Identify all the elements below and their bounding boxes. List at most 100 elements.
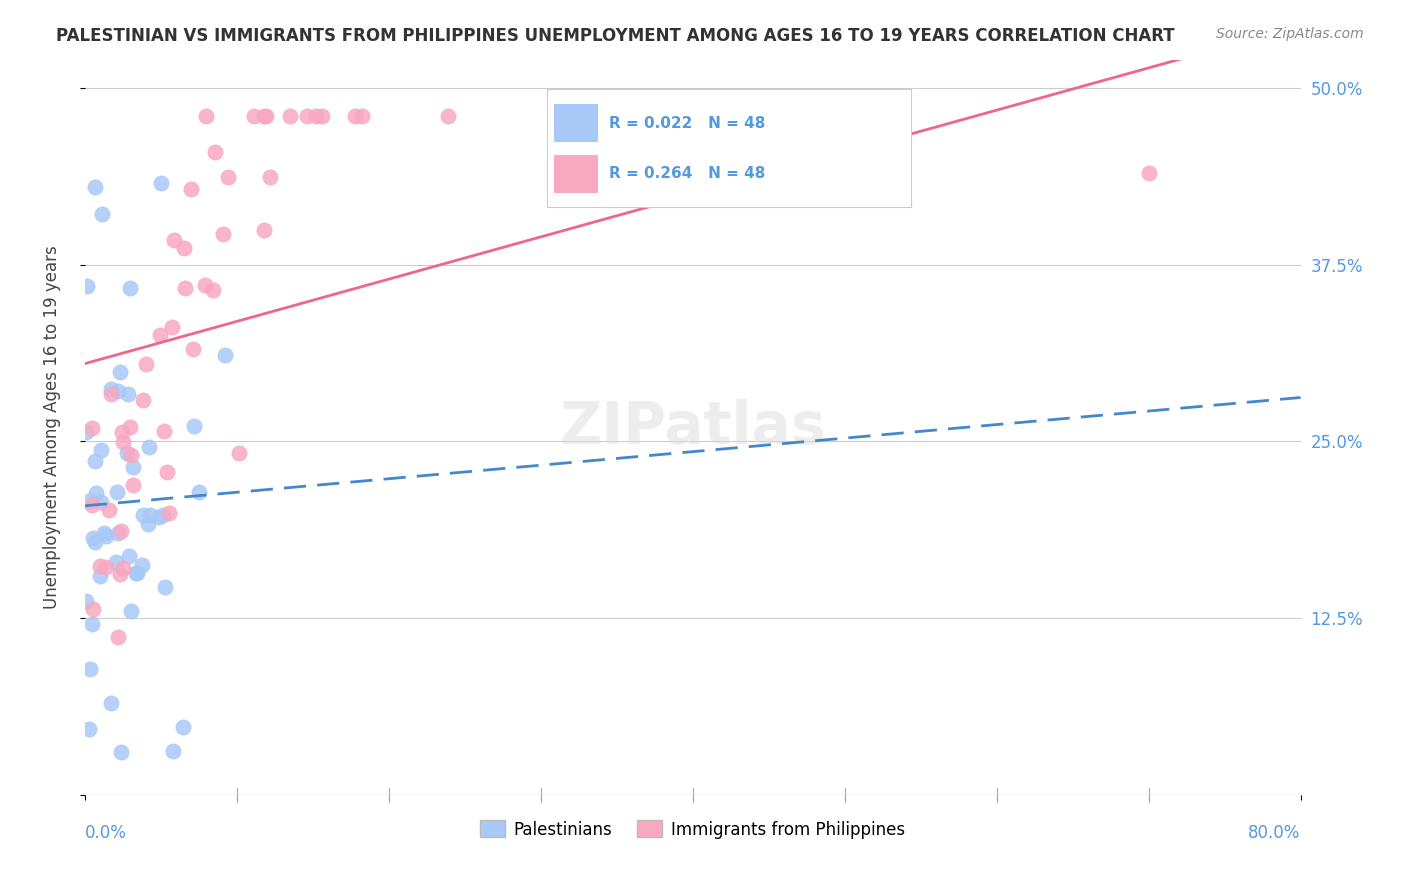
Point: [89, 568, 111, 582]
Legend: Palestinians, Immigrants from Philippines: Palestinians, Immigrants from Philippine…: [474, 814, 911, 846]
Point: [110, 745, 132, 759]
Point: [131, 393, 153, 408]
Point: [243, 109, 266, 123]
Point: [214, 348, 236, 362]
Text: 80.0%: 80.0%: [1249, 824, 1301, 842]
Point: [228, 445, 250, 459]
Point: [127, 566, 149, 580]
Point: [100, 382, 122, 396]
Point: [132, 508, 155, 522]
Point: [194, 277, 217, 292]
Point: [280, 109, 302, 123]
Point: [76, 279, 98, 293]
Point: [105, 555, 128, 569]
Point: [107, 526, 129, 541]
Point: [79, 663, 101, 677]
Point: [80, 617, 103, 632]
Text: 0.0%: 0.0%: [84, 824, 127, 842]
Point: [157, 507, 180, 521]
Point: [183, 418, 205, 433]
Point: [162, 233, 184, 247]
Point: [162, 744, 184, 758]
Point: [75, 594, 97, 608]
Point: [117, 387, 139, 401]
Point: [152, 508, 174, 523]
Text: ZIPatlas: ZIPatlas: [560, 399, 825, 456]
Point: [118, 280, 141, 294]
Point: [83, 534, 105, 549]
Point: [120, 604, 142, 618]
Point: [180, 182, 202, 196]
Point: [259, 170, 281, 185]
Text: Source: ZipAtlas.com: Source: ZipAtlas.com: [1216, 27, 1364, 41]
Point: [437, 109, 460, 123]
Point: [121, 459, 143, 474]
Point: [110, 365, 132, 379]
Point: [350, 109, 373, 123]
Point: [75, 425, 97, 439]
Point: [117, 549, 139, 564]
Point: [131, 558, 153, 573]
Point: [86, 485, 108, 500]
Point: [311, 109, 333, 123]
Point: [122, 478, 145, 492]
Point: [295, 109, 318, 123]
Point: [77, 722, 100, 736]
Point: [112, 435, 135, 450]
Point: [94, 529, 117, 543]
Point: [160, 320, 183, 334]
Point: [100, 387, 122, 401]
Point: [253, 223, 276, 237]
Point: [96, 560, 118, 574]
Point: [181, 342, 204, 356]
Point: [148, 509, 170, 524]
Point: [100, 696, 122, 710]
Point: [115, 446, 138, 460]
Point: [172, 720, 194, 734]
Point: [82, 498, 104, 512]
Point: [111, 560, 134, 574]
Y-axis label: Unemployment Among Ages 16 to 19 years: Unemployment Among Ages 16 to 19 years: [44, 245, 60, 609]
Text: PALESTINIAN VS IMMIGRANTS FROM PHILIPPINES UNEMPLOYMENT AMONG AGES 16 TO 19 YEAR: PALESTINIAN VS IMMIGRANTS FROM PHILIPPIN…: [56, 27, 1175, 45]
Point: [118, 420, 141, 434]
Point: [153, 424, 176, 438]
Point: [201, 283, 224, 297]
Point: [1137, 166, 1160, 180]
Point: [139, 508, 162, 522]
Point: [212, 227, 235, 241]
Point: [82, 421, 104, 435]
Point: [84, 179, 107, 194]
Point: [90, 443, 112, 458]
Point: [107, 630, 129, 644]
Point: [156, 465, 179, 479]
Point: [173, 241, 195, 255]
Point: [82, 531, 104, 545]
Point: [187, 485, 209, 500]
Point: [149, 327, 172, 342]
Point: [93, 526, 115, 541]
Point: [83, 454, 105, 468]
Point: [77, 493, 100, 508]
Point: [89, 558, 111, 573]
Point: [125, 566, 148, 580]
Point: [174, 281, 197, 295]
Point: [107, 485, 129, 500]
Point: [153, 580, 176, 594]
Point: [305, 109, 328, 123]
Point: [97, 502, 120, 516]
Point: [91, 207, 114, 221]
Point: [252, 109, 274, 123]
Point: [135, 357, 157, 371]
Point: [138, 440, 160, 454]
Point: [343, 109, 366, 123]
Point: [204, 145, 226, 159]
Point: [150, 177, 173, 191]
Point: [107, 384, 129, 399]
Point: [110, 524, 132, 539]
Point: [82, 602, 104, 616]
Point: [120, 448, 142, 462]
Point: [195, 109, 218, 123]
Point: [110, 566, 132, 581]
Point: [90, 494, 112, 508]
Point: [254, 109, 277, 123]
